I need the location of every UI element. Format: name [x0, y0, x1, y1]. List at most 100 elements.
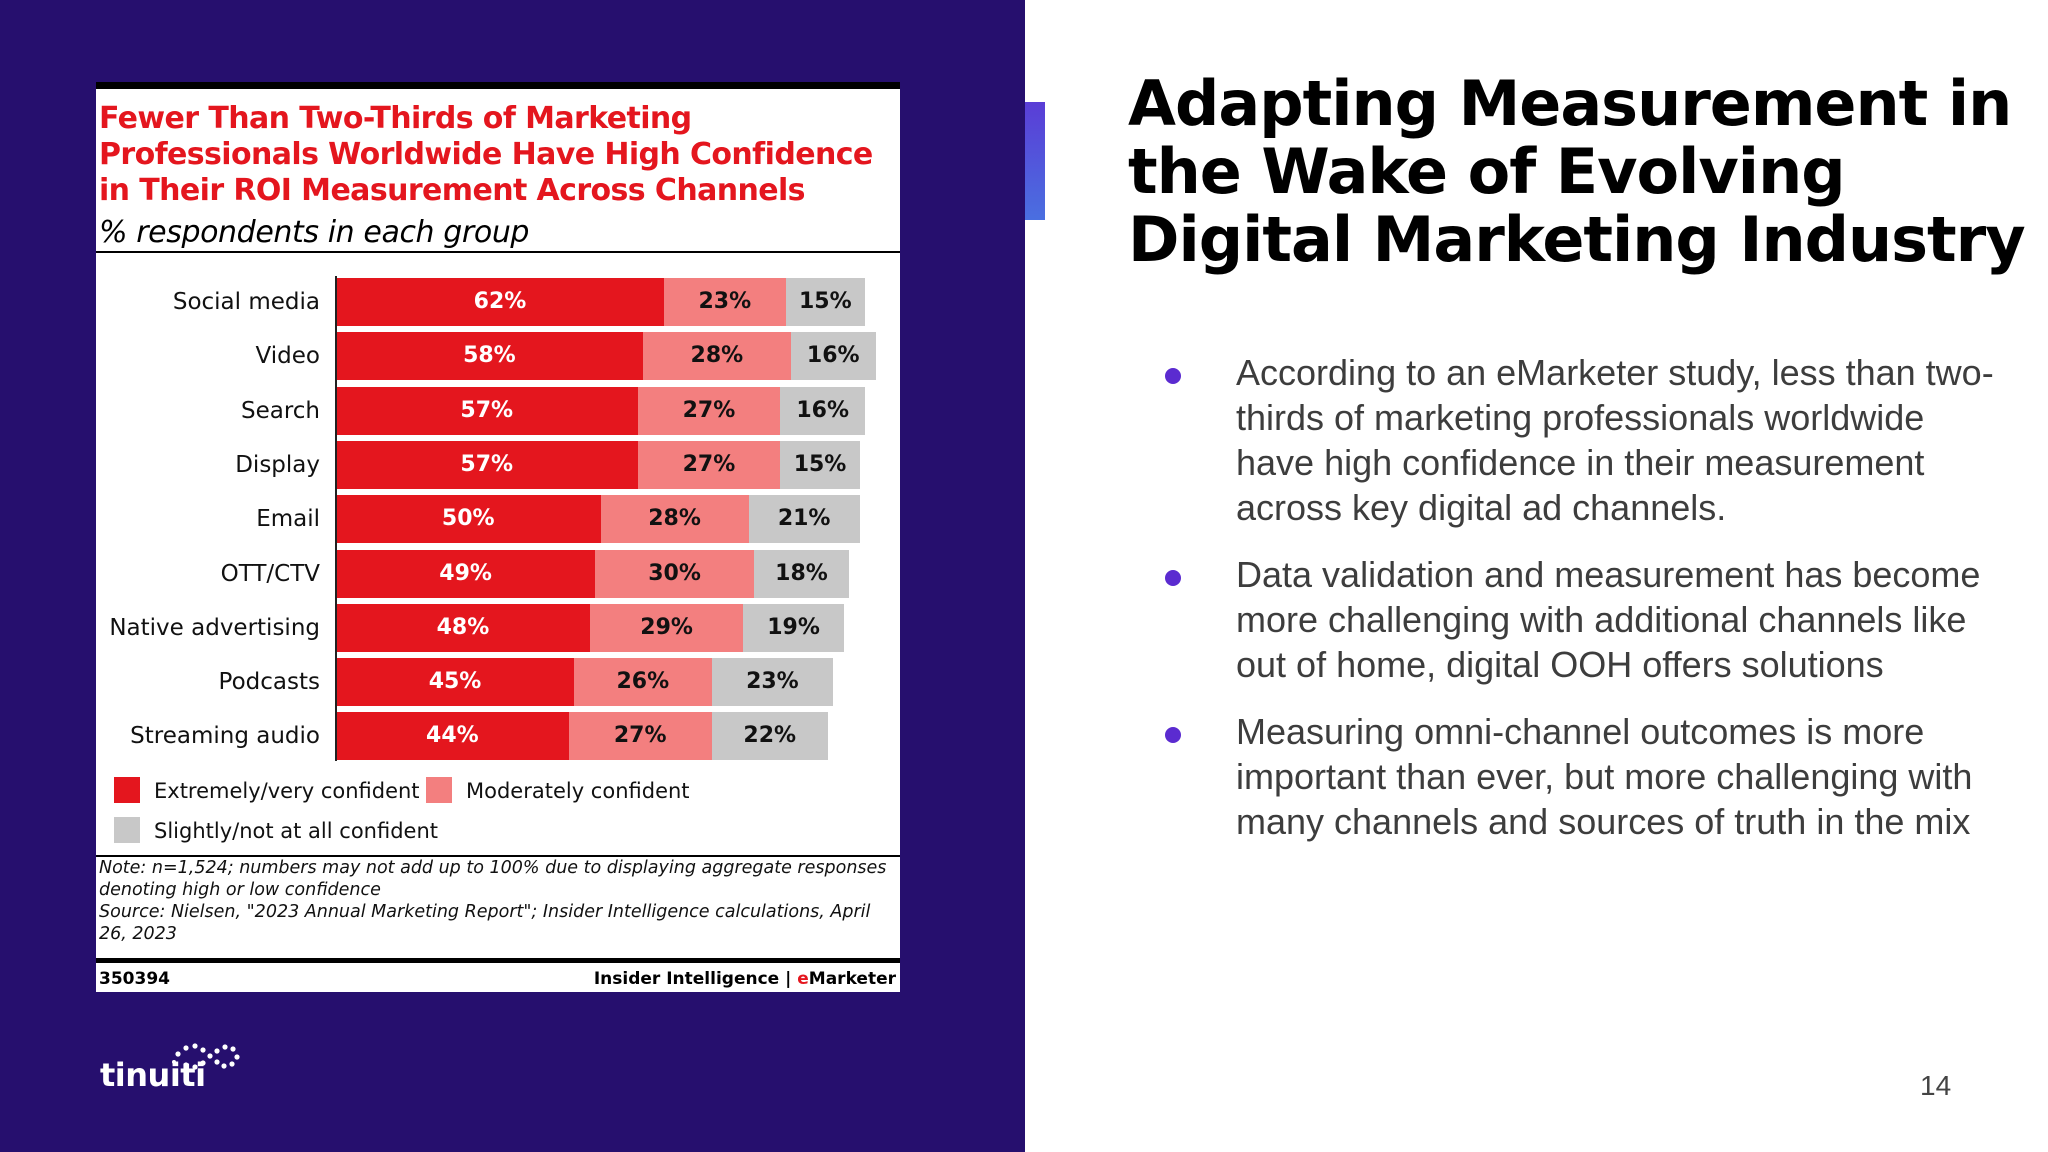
- bar-segment: [743, 603, 844, 652]
- slide-title: Adapting Measurement in the Wake of Evol…: [1128, 67, 2026, 276]
- bullet-dot-icon: [1165, 570, 1181, 586]
- chart-id: 350394: [99, 969, 170, 989]
- brand-e: e: [797, 969, 809, 989]
- bullet-dot-icon: [1165, 727, 1181, 743]
- category-label: Streaming audio: [130, 723, 320, 750]
- bar-value-label: 30%: [648, 560, 701, 586]
- bar-segment: [336, 278, 664, 326]
- legend-swatch: [426, 777, 452, 803]
- bar-value-label: 45%: [428, 669, 482, 695]
- bar-segment: [568, 712, 712, 761]
- bar-segment: [595, 549, 754, 598]
- bar-value-label: 27%: [613, 723, 667, 749]
- accent-bar: [1025, 102, 1045, 220]
- logo-infinity-icon: [172, 1043, 240, 1070]
- bullet-item: According to an eMarketer study, less th…: [1160, 350, 2010, 530]
- bar-value-label: 15%: [798, 289, 852, 314]
- bar-segment: [336, 603, 590, 652]
- bar-segment: [600, 495, 749, 544]
- bar-value-label: 27%: [682, 451, 736, 477]
- bar-segment: [637, 440, 781, 489]
- brand-separator: |: [785, 969, 792, 989]
- bar-value-label: 44%: [426, 723, 479, 749]
- bar-value-label: 28%: [648, 506, 701, 532]
- bar-value-label: 48%: [436, 614, 490, 640]
- brand-marketer: Marketer: [808, 969, 896, 989]
- legend-item: Slightly/not at all confident: [114, 817, 438, 845]
- bullet-list: According to an eMarketer study, less th…: [1160, 350, 2010, 866]
- bar-value-label: 23%: [746, 669, 799, 695]
- bar-value-label: 29%: [640, 614, 693, 640]
- legend-label: Extremely/very confident: [154, 779, 420, 803]
- bullet-text: Measuring omni-channel outcomes is more …: [1236, 711, 1973, 842]
- category-label: Native advertising: [109, 614, 320, 641]
- note-rule: [96, 855, 900, 857]
- bar-segment: [336, 549, 596, 598]
- header-rule: [96, 251, 900, 253]
- source-text: Source: Nielsen, "2023 Annual Marketing …: [99, 902, 871, 944]
- legend-item: Extremely/very confident: [114, 777, 420, 805]
- bar-value-label: 19%: [767, 614, 820, 640]
- bar-value-label: 26%: [616, 669, 670, 695]
- bar-segment: [748, 495, 860, 544]
- bar-segment: [574, 658, 712, 707]
- bar-value-label: 50%: [441, 506, 495, 532]
- bar-value-label: 18%: [775, 560, 828, 586]
- bullet-text: According to an eMarketer study, less th…: [1236, 352, 1994, 528]
- legend-swatch: [114, 777, 140, 803]
- bar-value-label: 57%: [460, 397, 514, 423]
- chart-brand: Insider Intelligence | eMarketer: [594, 969, 896, 989]
- legend-item: Moderately confident: [426, 777, 690, 805]
- bar-segment: [589, 603, 744, 652]
- category-label: Display: [235, 451, 320, 478]
- logo-text: tinuiti: [100, 1056, 206, 1094]
- bar-value-label: 58%: [463, 343, 516, 369]
- bar-segment: [753, 549, 850, 598]
- bullet-item: Data validation and measurement has beco…: [1160, 552, 2010, 687]
- bar-segment: [336, 332, 643, 381]
- bar-value-label: 62%: [473, 289, 527, 314]
- tinuiti-logo: tinuiti: [100, 1040, 260, 1100]
- category-label: OTT/CTV: [220, 560, 320, 587]
- bar-segment: [711, 712, 828, 761]
- bar-segment: [336, 658, 575, 707]
- chart-card: Fewer Than Two-Thirds of Marketing Profe…: [96, 82, 900, 992]
- bar-segment: [637, 386, 781, 435]
- chart-subtitle: % respondents in each group: [99, 215, 530, 250]
- bar-segment: [711, 658, 834, 707]
- bar-segment: [642, 332, 791, 381]
- bar-value-label: 16%: [806, 343, 860, 369]
- bar-segment: [336, 386, 638, 435]
- legend-label: Moderately confident: [466, 779, 690, 803]
- bar-value-label: 23%: [698, 289, 752, 314]
- bullet-dot-icon: [1165, 368, 1181, 384]
- legend-swatch: [114, 817, 140, 843]
- bar-value-label: 49%: [439, 560, 492, 586]
- bar-value-label: 21%: [777, 506, 831, 532]
- bar-value-label: 16%: [796, 397, 849, 423]
- category-label: Search: [240, 397, 320, 424]
- category-label: Podcasts: [218, 669, 320, 696]
- bar-segment: [780, 386, 865, 435]
- bar-value-label: 27%: [682, 397, 736, 423]
- bar-value-label: 28%: [690, 343, 744, 369]
- bar-segment: [790, 332, 876, 381]
- bar-chart: Social media 62% 23% 15% Video 58% 28% 16% Searc…: [96, 269, 900, 849]
- bar-value-label: 15%: [793, 451, 847, 477]
- left-panel: Fewer Than Two-Thirds of Marketing Profe…: [0, 0, 1025, 1152]
- brand-insider: Insider Intelligence: [593, 969, 780, 989]
- category-axis-line: [335, 276, 337, 761]
- category-label: Video: [255, 343, 320, 370]
- footer-rule: [96, 958, 900, 963]
- bullet-item: Measuring omni-channel outcomes is more …: [1160, 709, 2010, 844]
- category-label: Social media: [172, 289, 320, 315]
- bar-segment: [336, 440, 638, 489]
- bar-segment: [780, 440, 860, 489]
- bar-value-label: 57%: [460, 451, 514, 477]
- bullet-text: Data validation and measurement has beco…: [1236, 554, 1981, 685]
- bar-value-label: 22%: [743, 723, 797, 749]
- bar-segment: [336, 495, 601, 544]
- page-number: 14: [1920, 1070, 1952, 1101]
- legend-label: Slightly/not at all confident: [154, 819, 438, 843]
- category-label: Email: [256, 506, 320, 533]
